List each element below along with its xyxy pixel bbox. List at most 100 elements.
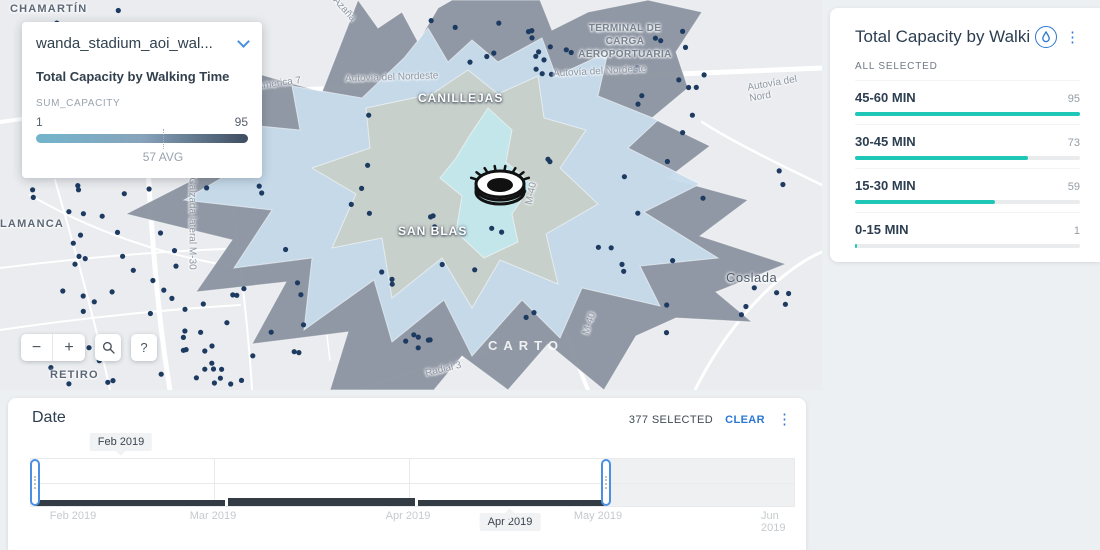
date-widget-menu-icon[interactable]: ⋮: [777, 411, 792, 428]
search-button[interactable]: [95, 334, 121, 361]
data-point[interactable]: [428, 214, 434, 220]
clear-button[interactable]: CLEAR: [725, 413, 765, 426]
help-button[interactable]: ?: [131, 334, 157, 361]
data-point[interactable]: [234, 292, 240, 298]
data-point[interactable]: [686, 84, 692, 91]
data-point[interactable]: [200, 301, 206, 307]
data-point[interactable]: [547, 44, 553, 50]
data-point[interactable]: [130, 267, 136, 273]
data-point[interactable]: [86, 345, 92, 351]
data-point[interactable]: [608, 245, 614, 251]
data-point[interactable]: [676, 77, 682, 83]
data-point[interactable]: [114, 229, 121, 235]
data-point[interactable]: [782, 301, 789, 307]
data-point[interactable]: [452, 24, 458, 30]
category-row[interactable]: 45-60 MIN 95: [855, 80, 1080, 116]
data-point[interactable]: [523, 314, 529, 320]
data-point[interactable]: [525, 29, 532, 35]
data-point[interactable]: [198, 329, 204, 335]
data-point[interactable]: [411, 332, 417, 338]
data-point[interactable]: [256, 183, 262, 189]
data-point[interactable]: [533, 66, 539, 72]
filter-droplet-icon[interactable]: [1035, 26, 1057, 48]
data-point[interactable]: [415, 334, 421, 340]
data-point[interactable]: [70, 240, 76, 246]
data-point[interactable]: [366, 112, 372, 118]
data-point[interactable]: [635, 101, 641, 107]
data-point[interactable]: [91, 299, 97, 305]
data-point[interactable]: [776, 168, 782, 174]
data-point[interactable]: [150, 277, 156, 284]
data-point[interactable]: [415, 345, 421, 351]
data-point[interactable]: [217, 375, 223, 381]
data-point[interactable]: [680, 28, 686, 34]
data-point[interactable]: [161, 287, 167, 293]
data-point[interactable]: [110, 378, 116, 384]
data-point[interactable]: [224, 320, 230, 326]
data-point[interactable]: [202, 366, 208, 372]
data-point[interactable]: [663, 330, 670, 336]
data-point[interactable]: [689, 112, 696, 118]
data-point[interactable]: [60, 288, 66, 294]
data-point[interactable]: [751, 285, 757, 291]
data-point[interactable]: [82, 256, 88, 262]
data-point[interactable]: [147, 310, 153, 317]
data-point[interactable]: [66, 381, 72, 387]
data-point[interactable]: [183, 347, 189, 353]
data-point[interactable]: [75, 183, 81, 189]
data-point[interactable]: [743, 303, 749, 310]
data-point[interactable]: [670, 258, 676, 264]
data-point[interactable]: [619, 261, 625, 267]
data-point[interactable]: [365, 162, 371, 168]
data-point[interactable]: [259, 190, 265, 196]
data-point[interactable]: [428, 18, 434, 24]
chevron-down-icon[interactable]: [237, 35, 250, 48]
data-point[interactable]: [595, 244, 602, 250]
data-point[interactable]: [238, 377, 245, 383]
data-point[interactable]: [294, 280, 301, 286]
data-point[interactable]: [491, 50, 497, 56]
data-point[interactable]: [664, 158, 671, 165]
isochrone-layer[interactable]: [124, 0, 788, 390]
data-point[interactable]: [120, 253, 126, 259]
data-point[interactable]: [639, 93, 645, 99]
data-point[interactable]: [786, 290, 792, 297]
data-point[interactable]: [158, 371, 164, 377]
data-point[interactable]: [568, 49, 574, 56]
data-point[interactable]: [484, 53, 490, 60]
data-point[interactable]: [173, 263, 179, 269]
data-point[interactable]: [121, 191, 127, 197]
data-point[interactable]: [230, 292, 236, 298]
data-point[interactable]: [658, 38, 664, 44]
data-point[interactable]: [403, 338, 409, 344]
data-point[interactable]: [366, 210, 372, 216]
data-point[interactable]: [348, 201, 354, 207]
zoom-in-button[interactable]: +: [64, 339, 74, 356]
data-point[interactable]: [180, 334, 186, 340]
data-point[interactable]: [467, 59, 473, 65]
data-point[interactable]: [531, 310, 537, 316]
map-svg[interactable]: [0, 0, 822, 390]
data-point[interactable]: [298, 292, 304, 298]
data-point[interactable]: [30, 194, 36, 200]
capacity-widget-menu-icon[interactable]: ⋮: [1065, 28, 1080, 46]
data-point[interactable]: [193, 375, 199, 381]
data-point[interactable]: [209, 343, 215, 349]
data-point[interactable]: [66, 209, 72, 215]
data-point[interactable]: [359, 185, 365, 191]
category-row[interactable]: 0-15 MIN 1: [855, 212, 1080, 248]
data-point[interactable]: [48, 365, 54, 371]
data-point[interactable]: [109, 289, 115, 295]
data-point[interactable]: [389, 276, 395, 282]
data-point[interactable]: [202, 348, 208, 354]
data-point[interactable]: [548, 71, 555, 77]
range-start-handle[interactable]: [30, 459, 40, 506]
data-point[interactable]: [204, 185, 210, 191]
data-point[interactable]: [80, 211, 86, 217]
data-point[interactable]: [680, 130, 686, 136]
range-end-handle[interactable]: [601, 459, 611, 506]
data-point[interactable]: [209, 360, 215, 366]
data-point[interactable]: [157, 230, 164, 236]
data-point[interactable]: [268, 329, 274, 335]
data-point[interactable]: [700, 195, 706, 201]
